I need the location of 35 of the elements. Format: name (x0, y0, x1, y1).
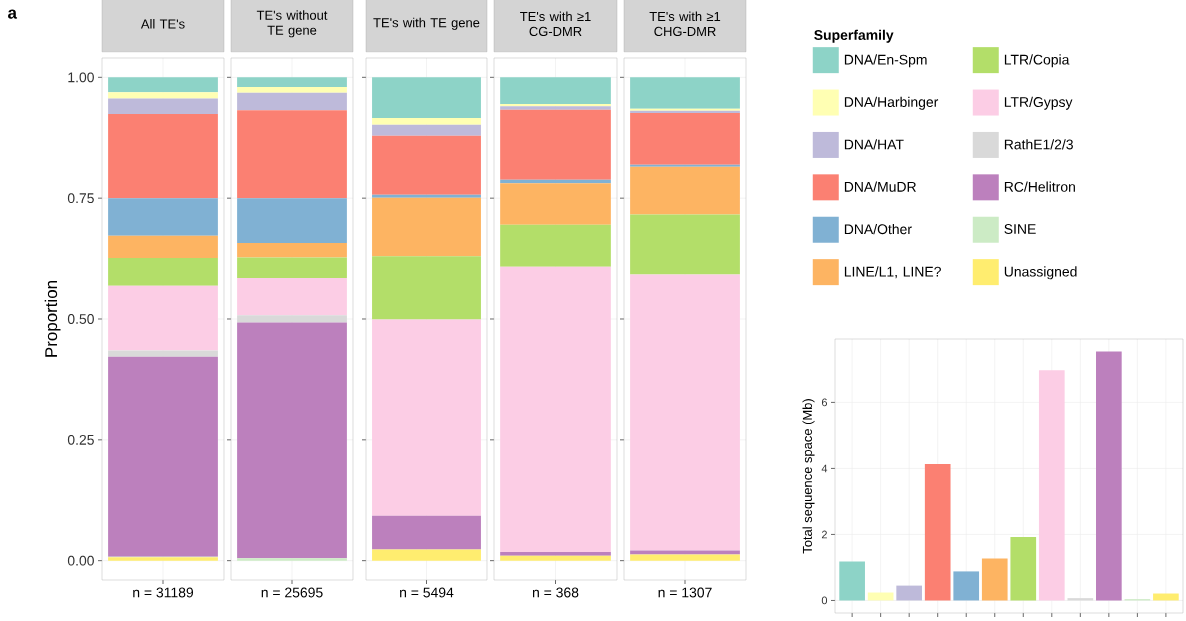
y-axis-title: Total sequence space (Mb) (802, 399, 815, 554)
y-tick-label: 2 (821, 530, 827, 539)
legend-label: LTR/Gypsy (1004, 96, 1073, 110)
legend-label: RC/Helitron (1004, 181, 1075, 192)
x-tick-label: n = 25695 (261, 587, 323, 598)
x-tick-label: n = 5494 (400, 587, 454, 598)
y-tick-label: 1.00 (68, 72, 94, 83)
legend-label: DNA/Harbinger (844, 96, 939, 110)
legend-label: DNA/MuDR (844, 181, 916, 192)
chart-title: All TE's (140, 19, 185, 29)
y-tick-label: 0.50 (67, 314, 94, 324)
legend-label: DNA/HAT (844, 139, 904, 150)
legend-label: DNA/Other (844, 223, 912, 235)
chart-title: TE's with ≥1 CHG-DMR (649, 11, 721, 37)
chart-title: TE's without TE gene (256, 10, 328, 38)
legend-title: Superfamily (814, 29, 894, 43)
x-tick-label: n = 368 (532, 587, 579, 598)
y-axis-title: Proportion (44, 281, 61, 357)
legend-label: Unassigned (1004, 266, 1077, 280)
legend-label: LINE/L1, LINE? (844, 266, 941, 279)
y-tick-label: 0.25 (67, 434, 94, 445)
chart-title: TE's with ≥1 CG-DMR (520, 11, 591, 37)
y-tick-label: 0.75 (67, 193, 94, 204)
text: a (8, 9, 18, 19)
y-tick-label: 4 (821, 464, 828, 473)
x-tick-label: n = 31189 (133, 587, 194, 598)
legend-label: SINE (1004, 224, 1036, 234)
y-tick-label: 0 (821, 596, 828, 605)
x-tick-label: n = 1307 (658, 587, 712, 598)
legend-label: LTR/Copia (1004, 54, 1070, 68)
legend-label: DNA/En-Spm (844, 54, 927, 68)
legend-label: RathE1/2/3 (1004, 139, 1073, 150)
y-tick-label: 0.00 (67, 555, 94, 566)
chart-title: TE's with TE gene (373, 17, 480, 30)
y-tick-label: 6 (821, 398, 827, 407)
